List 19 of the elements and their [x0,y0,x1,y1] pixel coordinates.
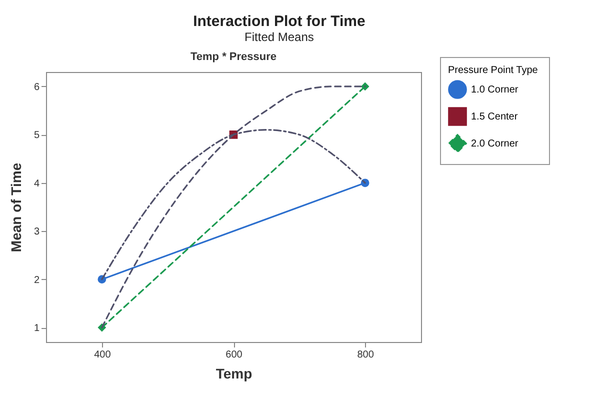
point [360,82,370,91]
y-axis-title: Mean of Time [8,162,24,252]
chart-subtitle: Fitted Means [244,30,314,44]
x-tick-label: 400 [94,350,112,360]
y-tick-label: 2 [34,274,40,286]
y-tick-label: 5 [34,130,40,142]
y-tick-label: 4 [34,178,40,190]
legend-title: Pressure Point Type [448,65,538,76]
legend-label: 2.0 Corner [471,138,519,150]
x-axis-title: Temp [216,366,252,382]
legend-label: 1.0 Corner [471,84,519,96]
x-tick-label: 800 [357,350,374,360]
chart-title: Interaction Plot for Time [193,13,366,30]
x-tick-label: 600 [226,350,243,360]
text: Temp * Pressure [190,51,277,63]
y-tick-label: 1 [34,323,40,334]
y-tick-label: 6 [34,82,40,93]
y-tick-label: 3 [34,226,40,238]
legend-label: 1.5 Center [471,112,518,122]
